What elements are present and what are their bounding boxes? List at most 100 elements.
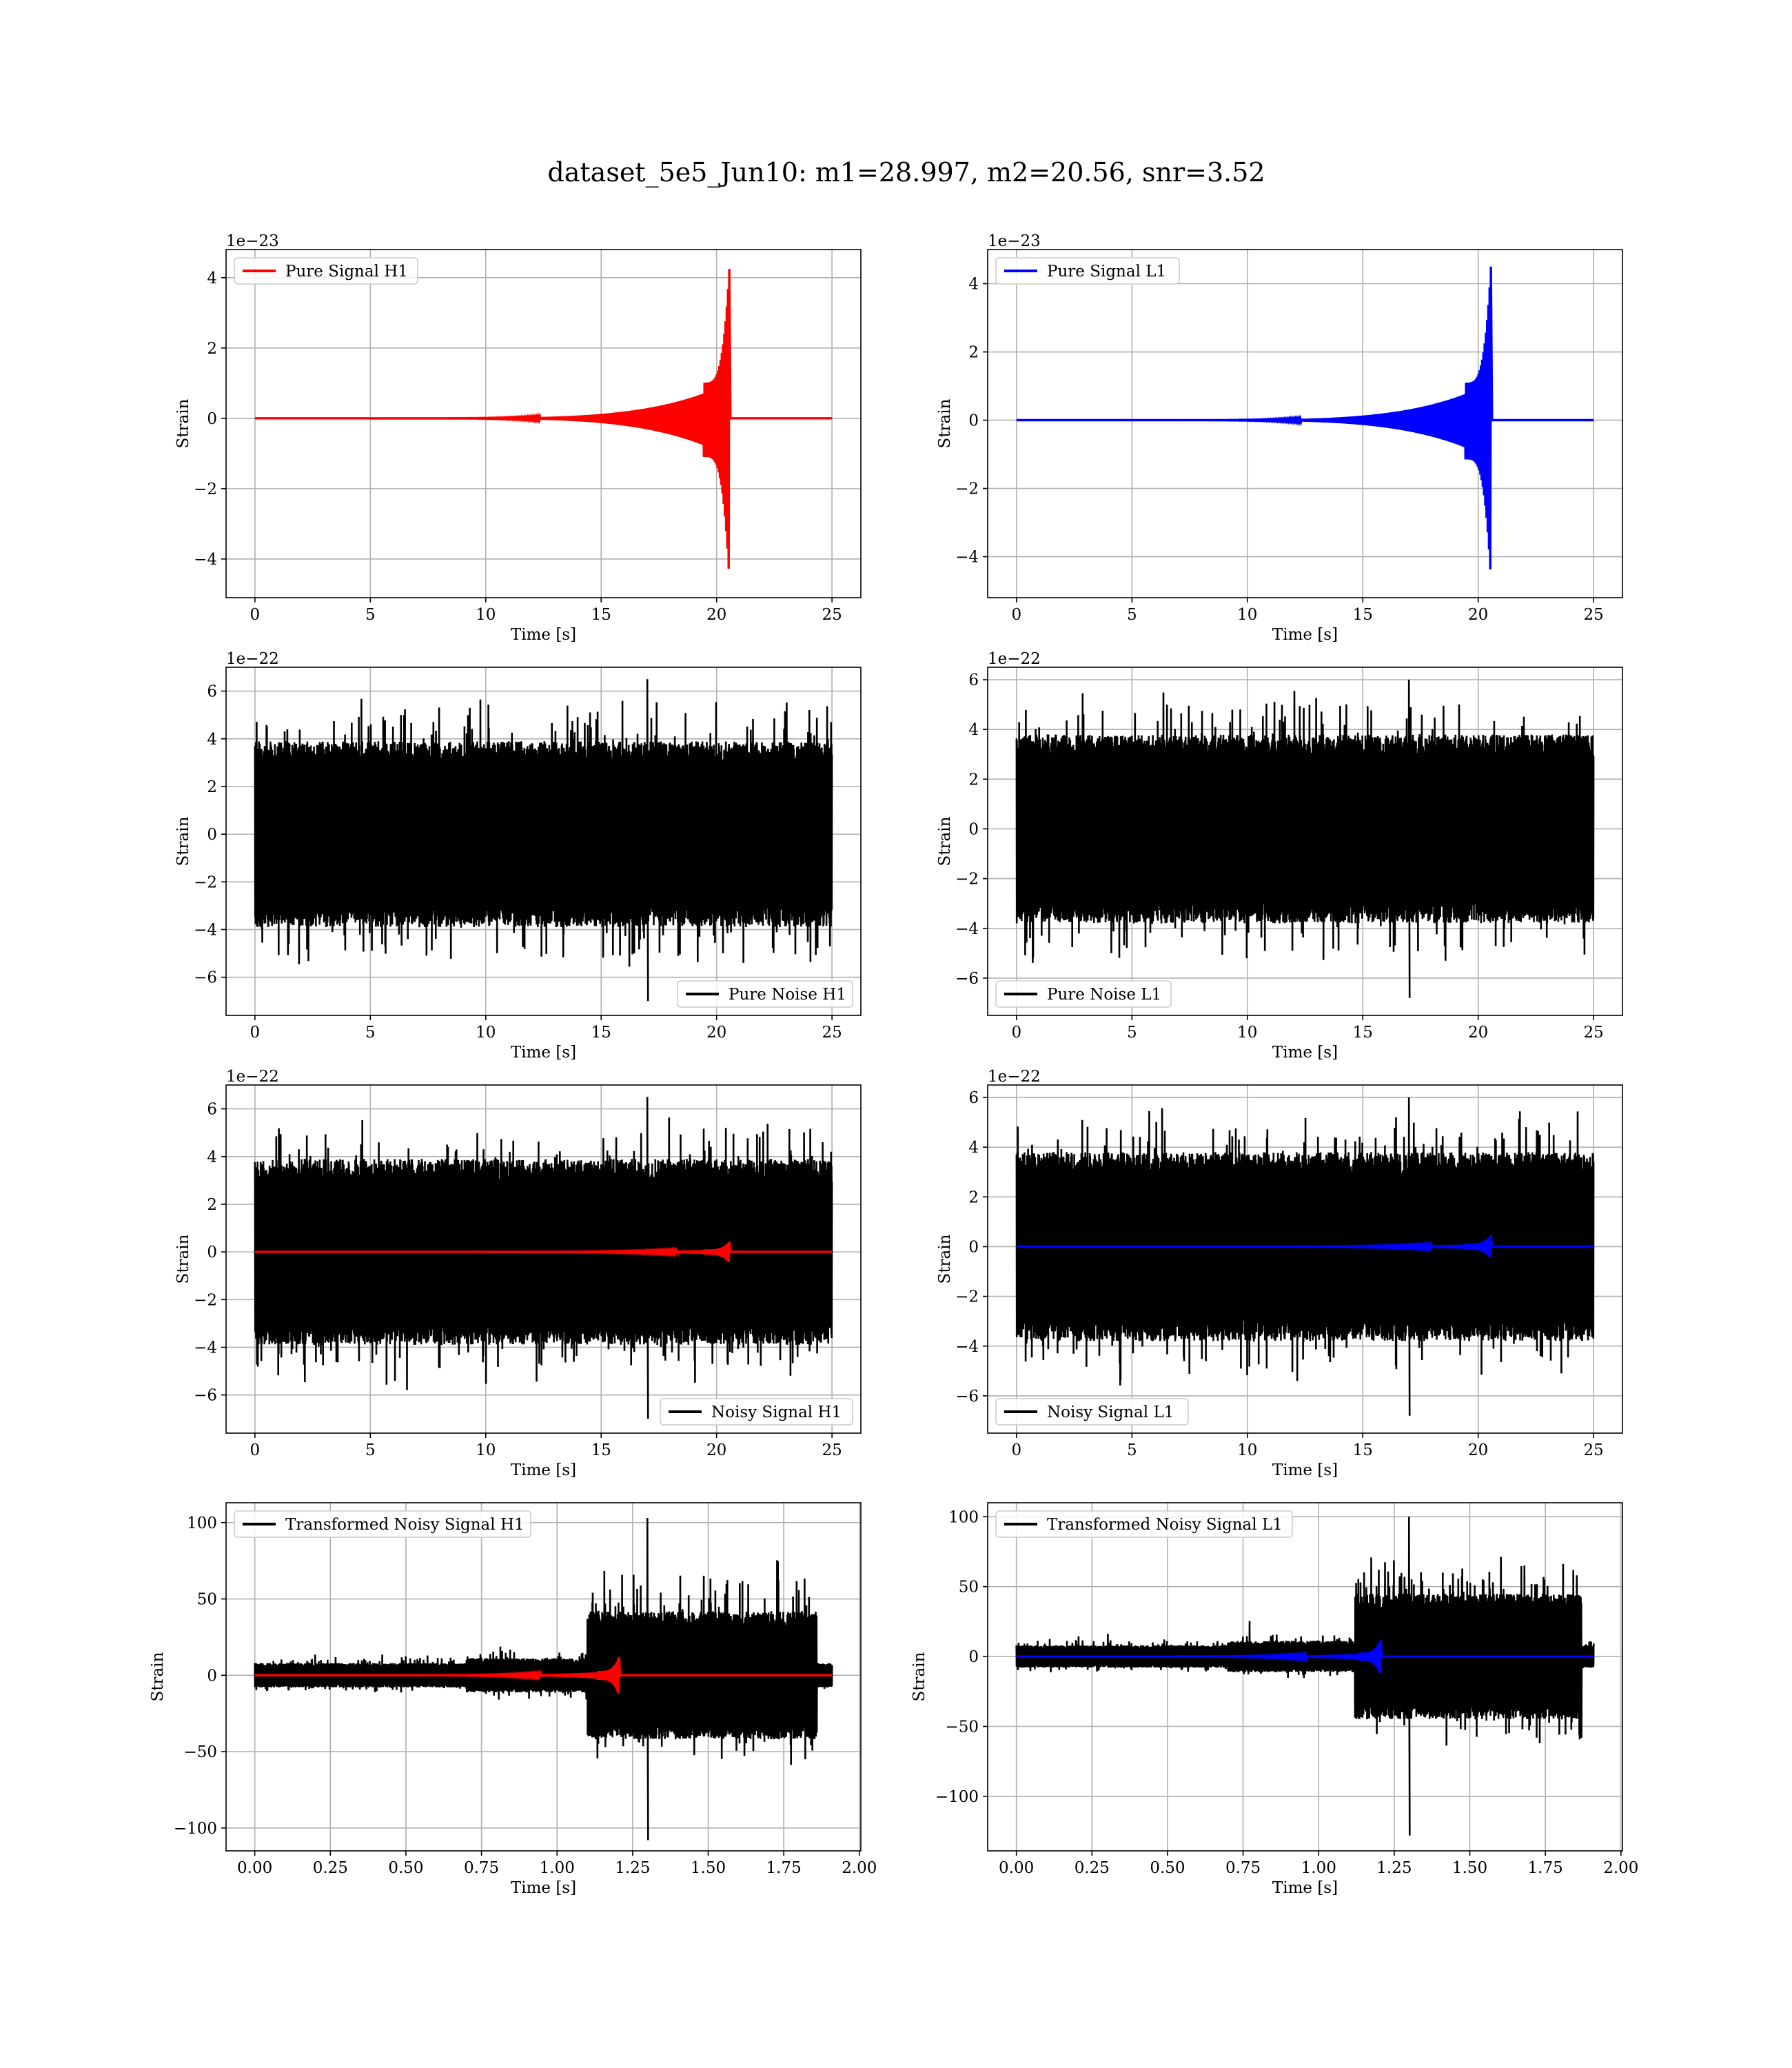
y-tick-label: −100 — [174, 1820, 217, 1838]
y-offset-label: 1e−22 — [226, 650, 279, 668]
y-tick-label: −2 — [955, 1288, 979, 1306]
legend-label: Pure Signal L1 — [1047, 263, 1166, 281]
x-tick-label: 25 — [822, 1441, 842, 1459]
x-tick-label: 1.75 — [766, 1859, 802, 1877]
y-tick-label: 4 — [968, 1139, 979, 1157]
x-axis-label: Time [s] — [1272, 1879, 1338, 1897]
y-offset-label: 1e−22 — [988, 1068, 1041, 1086]
y-tick-label: 0 — [207, 826, 217, 844]
legend: Transformed Noisy Signal L1 — [995, 1510, 1293, 1538]
y-tick-label: 0 — [968, 820, 979, 838]
x-tick-label: 25 — [822, 1024, 842, 1042]
y-tick-label: 4 — [207, 270, 217, 287]
x-tick-label: 2.00 — [842, 1859, 877, 1877]
y-tick-label: −4 — [955, 549, 979, 567]
y-axis-label: Strain — [936, 1234, 954, 1284]
y-tick-label: 0 — [968, 1238, 979, 1256]
series-line-overlay-1 — [1016, 1639, 1594, 1674]
legend-box — [660, 1398, 853, 1426]
panel-pure-signal-l1: 0 5 10 15 20 25 −4 −2 0 2 4 1e−23 Time [s] Strain Pure… — [936, 232, 1623, 644]
y-tick-label: 2 — [968, 1188, 979, 1206]
y-tick-label: 2 — [207, 778, 217, 796]
y-tick-label: −4 — [194, 921, 217, 939]
series-line-noisy-signal-l1 — [1015, 1097, 1595, 1416]
legend: Pure Noise H1 — [677, 980, 853, 1008]
x-tick-label: 1.25 — [615, 1859, 650, 1877]
x-tick-label: 25 — [1583, 1441, 1603, 1459]
y-tick-label: −2 — [955, 871, 979, 889]
y-tick-label: −4 — [194, 1339, 217, 1357]
x-tick-label: 0.50 — [388, 1859, 423, 1877]
legend-box — [995, 257, 1180, 285]
x-tick-label: 10 — [1237, 1441, 1257, 1459]
x-tick-label: 20 — [1468, 606, 1488, 624]
legend-box — [234, 257, 418, 285]
x-tick-label: 25 — [822, 606, 842, 624]
y-tick-label: −50 — [945, 1718, 979, 1736]
y-tick-label: 100 — [948, 1508, 979, 1526]
x-tick-label: 0.75 — [464, 1859, 499, 1877]
series-group — [254, 1097, 833, 1419]
legend: Noisy Signal L1 — [995, 1398, 1189, 1426]
axes-frame — [987, 667, 1623, 1016]
x-axis-label: Time [s] — [1272, 1044, 1338, 1062]
y-tick-label: 2 — [207, 340, 217, 358]
panel-transformed-noisy-signal-h1: 0.00 0.25 0.50 0.75 1.00 1.25 1.50 1.75 2.00 −100… — [149, 1502, 877, 1897]
x-tick-label: 0 — [250, 606, 261, 624]
axes-frame — [987, 1084, 1623, 1434]
panel-pure-noise-l1: 0 5 10 15 20 25 −6 −4 −2 0 2 4 6 1e−22 Time [s] Strain P… — [936, 650, 1623, 1062]
series-group — [1015, 1517, 1595, 1836]
y-axis-label: Strain — [174, 1234, 192, 1284]
x-tick-label: 20 — [706, 1441, 726, 1459]
y-tick-label: 6 — [968, 671, 979, 689]
x-tick-label: 5 — [365, 1441, 376, 1459]
series-group — [254, 679, 833, 1002]
x-tick-label: 1.25 — [1376, 1859, 1412, 1877]
y-tick-label: −100 — [935, 1788, 979, 1806]
x-tick-label: 0.25 — [313, 1859, 348, 1877]
x-tick-label: 0 — [1012, 606, 1022, 624]
y-tick-label: 50 — [197, 1591, 217, 1609]
y-tick-label: 4 — [207, 1148, 217, 1166]
x-axis-label: Time [s] — [511, 1879, 576, 1897]
x-tick-label: 20 — [1468, 1024, 1488, 1042]
legend-label: Pure Noise L1 — [1047, 986, 1161, 1004]
legend-box — [234, 1510, 531, 1538]
x-tick-label: 10 — [1237, 1024, 1257, 1042]
x-axis-label: Time [s] — [1272, 1461, 1338, 1479]
legend: Pure Signal H1 — [234, 257, 418, 285]
legend: Noisy Signal H1 — [660, 1398, 853, 1426]
series-line-noisy-signal-h1 — [254, 1097, 833, 1419]
x-tick-label: 1.50 — [1452, 1859, 1487, 1877]
y-tick-label: 0 — [968, 1648, 979, 1666]
axes-frame — [225, 667, 862, 1016]
y-axis-label: Strain — [174, 816, 192, 866]
y-tick-label: 2 — [968, 344, 979, 362]
x-tick-label: 15 — [1353, 606, 1373, 624]
legend-box — [995, 980, 1172, 1008]
legend-label: Noisy Signal H1 — [711, 1403, 842, 1421]
y-tick-label: 2 — [968, 771, 979, 789]
series-line-pure-noise-h1 — [254, 679, 833, 1002]
y-tick-label: 0 — [207, 1244, 217, 1261]
series-group — [254, 269, 833, 569]
x-tick-label: 20 — [1468, 1441, 1488, 1459]
panel-pure-noise-h1: 0 5 10 15 20 25 −6 −4 −2 0 2 4 6 1e−22 Time [s] Strain P… — [174, 650, 862, 1062]
x-axis-label: Time [s] — [511, 626, 576, 644]
x-axis-label: Time [s] — [511, 1461, 576, 1479]
axes-frame — [225, 249, 862, 598]
legend-label: Transformed Noisy Signal L1 — [1047, 1516, 1283, 1534]
y-tick-label: −2 — [955, 480, 979, 498]
series-line-pure-signal-l1 — [1016, 266, 1594, 570]
series-group — [1016, 266, 1594, 570]
y-axis-label: Strain — [174, 398, 192, 448]
panel-pure-signal-h1: 0 5 10 15 20 25 −4 −2 0 2 4 1e−23 Time [s] Strain Pure… — [174, 232, 862, 644]
x-tick-label: 1.75 — [1528, 1859, 1563, 1877]
panel-noisy-signal-l1: 0 5 10 15 20 25 −6 −4 −2 0 2 4 6 1e−22 Time [s] Strain N… — [936, 1068, 1623, 1479]
x-tick-label: 20 — [706, 1024, 726, 1042]
y-tick-label: 6 — [968, 1089, 979, 1107]
panel-noisy-signal-h1: 0 5 10 15 20 25 −6 −4 −2 0 2 4 6 1e−22 Time [s] Strain N… — [174, 1068, 862, 1479]
axes-frame — [225, 1502, 862, 1852]
y-tick-label: 2 — [207, 1196, 217, 1214]
